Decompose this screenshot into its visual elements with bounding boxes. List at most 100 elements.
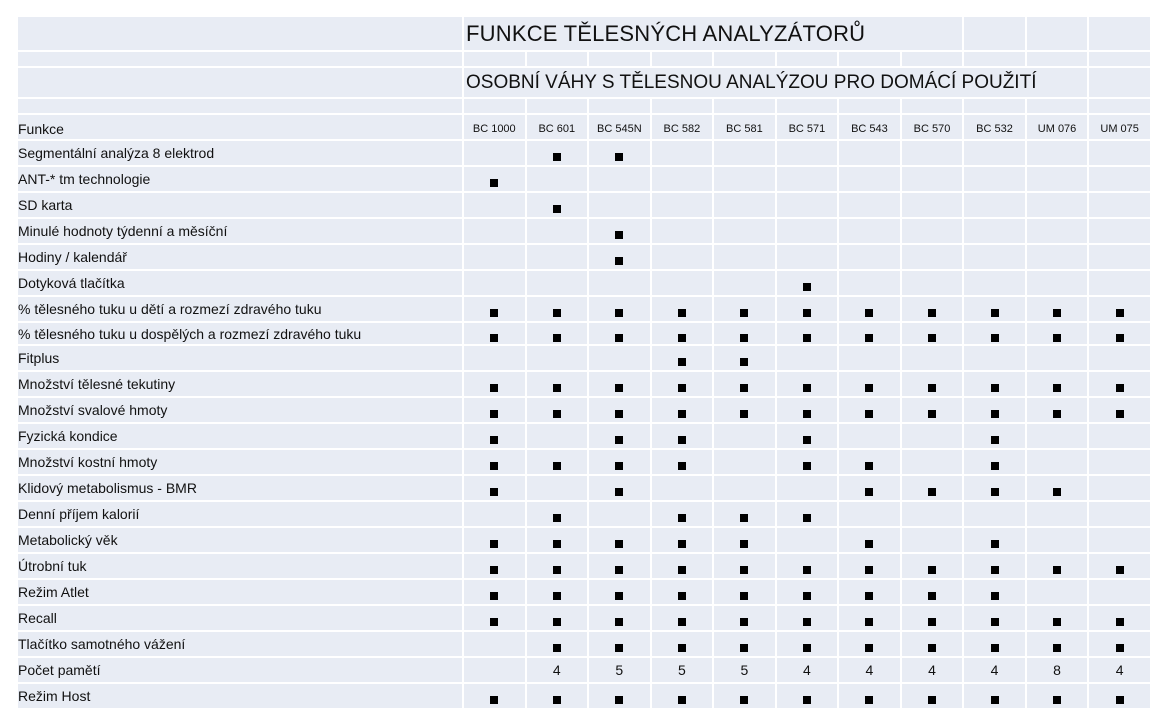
- black-square-icon: [802, 514, 811, 523]
- table-cell: [1026, 245, 1088, 269]
- memory-count-value: 4: [803, 662, 811, 678]
- table-cell: [526, 245, 588, 269]
- table-cell: [526, 606, 588, 630]
- black-square-icon: [990, 384, 999, 393]
- table-cell: [464, 193, 525, 217]
- table-cell: [526, 424, 588, 448]
- table-cell: [776, 167, 838, 191]
- black-square-icon: [990, 540, 999, 549]
- empty-cell: [651, 52, 713, 66]
- black-square-icon: [615, 153, 624, 162]
- page-title: FUNKCE TĚLESNÝCH ANALYZÁTORŮ: [464, 17, 963, 50]
- black-square-icon: [927, 309, 936, 318]
- table-cell: [776, 554, 838, 578]
- table-cell: [714, 580, 775, 604]
- table-cell: [1089, 684, 1150, 708]
- memory-count-value: 4: [865, 662, 874, 678]
- table-cell: [776, 580, 838, 604]
- black-square-icon: [927, 384, 936, 393]
- black-square-icon: [990, 592, 999, 601]
- table-cell: [651, 450, 713, 474]
- black-square-icon: [490, 488, 499, 497]
- table-cell: [839, 141, 900, 165]
- table-cell: [1026, 684, 1088, 708]
- black-square-icon: [927, 618, 936, 627]
- black-square-icon: [740, 333, 749, 342]
- table-row: Denní příjem kalorií: [18, 502, 1150, 526]
- table-cell: [1026, 450, 1088, 474]
- black-square-icon: [990, 309, 999, 318]
- empty-cell: [464, 99, 525, 113]
- black-square-icon: [1053, 333, 1062, 342]
- table-cell: 4: [776, 658, 838, 682]
- table-cell: [901, 684, 963, 708]
- black-square-icon: [865, 333, 874, 342]
- table-cell: [776, 398, 838, 422]
- table-cell: [714, 528, 775, 552]
- table-cell: [1089, 271, 1150, 295]
- table-cell: [651, 219, 713, 243]
- black-square-icon: [677, 436, 686, 445]
- table-cell: [1026, 193, 1088, 217]
- column-header-model: UM 075: [1089, 115, 1150, 139]
- black-square-icon: [552, 566, 561, 575]
- table-cell: [901, 554, 963, 578]
- table-cell: [901, 372, 963, 396]
- table-cell: [901, 450, 963, 474]
- table-cell: [964, 346, 1025, 370]
- table-cell: [714, 502, 775, 526]
- table-cell: [1089, 245, 1150, 269]
- black-square-icon: [802, 696, 811, 705]
- table-cell: [1089, 528, 1150, 552]
- black-square-icon: [490, 566, 499, 575]
- black-square-icon: [615, 436, 624, 445]
- table-cell: [464, 528, 525, 552]
- empty-cell: [1089, 17, 1150, 50]
- table-cell: [964, 167, 1025, 191]
- empty-cell: [1089, 99, 1150, 113]
- memory-count-value: 4: [928, 662, 936, 678]
- table-cell: [964, 398, 1025, 422]
- empty-cell: [18, 52, 462, 66]
- table-cell: [589, 476, 650, 500]
- black-square-icon: [1053, 410, 1062, 419]
- black-square-icon: [865, 696, 874, 705]
- table-cell: [1089, 167, 1150, 191]
- table-cell: [651, 167, 713, 191]
- table-cell: [1026, 528, 1088, 552]
- table-cell: [839, 502, 900, 526]
- black-square-icon: [615, 257, 624, 266]
- empty-cell: [901, 52, 963, 66]
- table-cell: [839, 554, 900, 578]
- black-square-icon: [802, 333, 811, 342]
- black-square-icon: [1115, 696, 1124, 705]
- black-square-icon: [990, 410, 999, 419]
- black-square-icon: [490, 309, 499, 318]
- table-cell: [651, 323, 713, 344]
- table-cell: [464, 271, 525, 295]
- table-cell: [776, 141, 838, 165]
- black-square-icon: [552, 333, 561, 342]
- black-square-icon: [677, 410, 686, 419]
- black-square-icon: [802, 566, 811, 575]
- table-cell: [714, 271, 775, 295]
- empty-cell: [714, 52, 775, 66]
- black-square-icon: [677, 358, 686, 367]
- memory-count-value: 4: [990, 662, 999, 678]
- table-cell: [1026, 323, 1088, 344]
- table-cell: [464, 245, 525, 269]
- table-row: Segmentální analýza 8 elektrod: [18, 141, 1150, 165]
- table-cell: [964, 606, 1025, 630]
- table-cell: [526, 528, 588, 552]
- table-cell: [1089, 141, 1150, 165]
- black-square-icon: [552, 410, 561, 419]
- table-cell: [651, 193, 713, 217]
- table-cell: [964, 528, 1025, 552]
- table-cell: [964, 271, 1025, 295]
- table-cell: [1089, 323, 1150, 344]
- black-square-icon: [990, 488, 999, 497]
- table-cell: [776, 271, 838, 295]
- table-cell: 4: [1089, 658, 1150, 682]
- black-square-icon: [552, 514, 561, 523]
- black-square-icon: [740, 384, 749, 393]
